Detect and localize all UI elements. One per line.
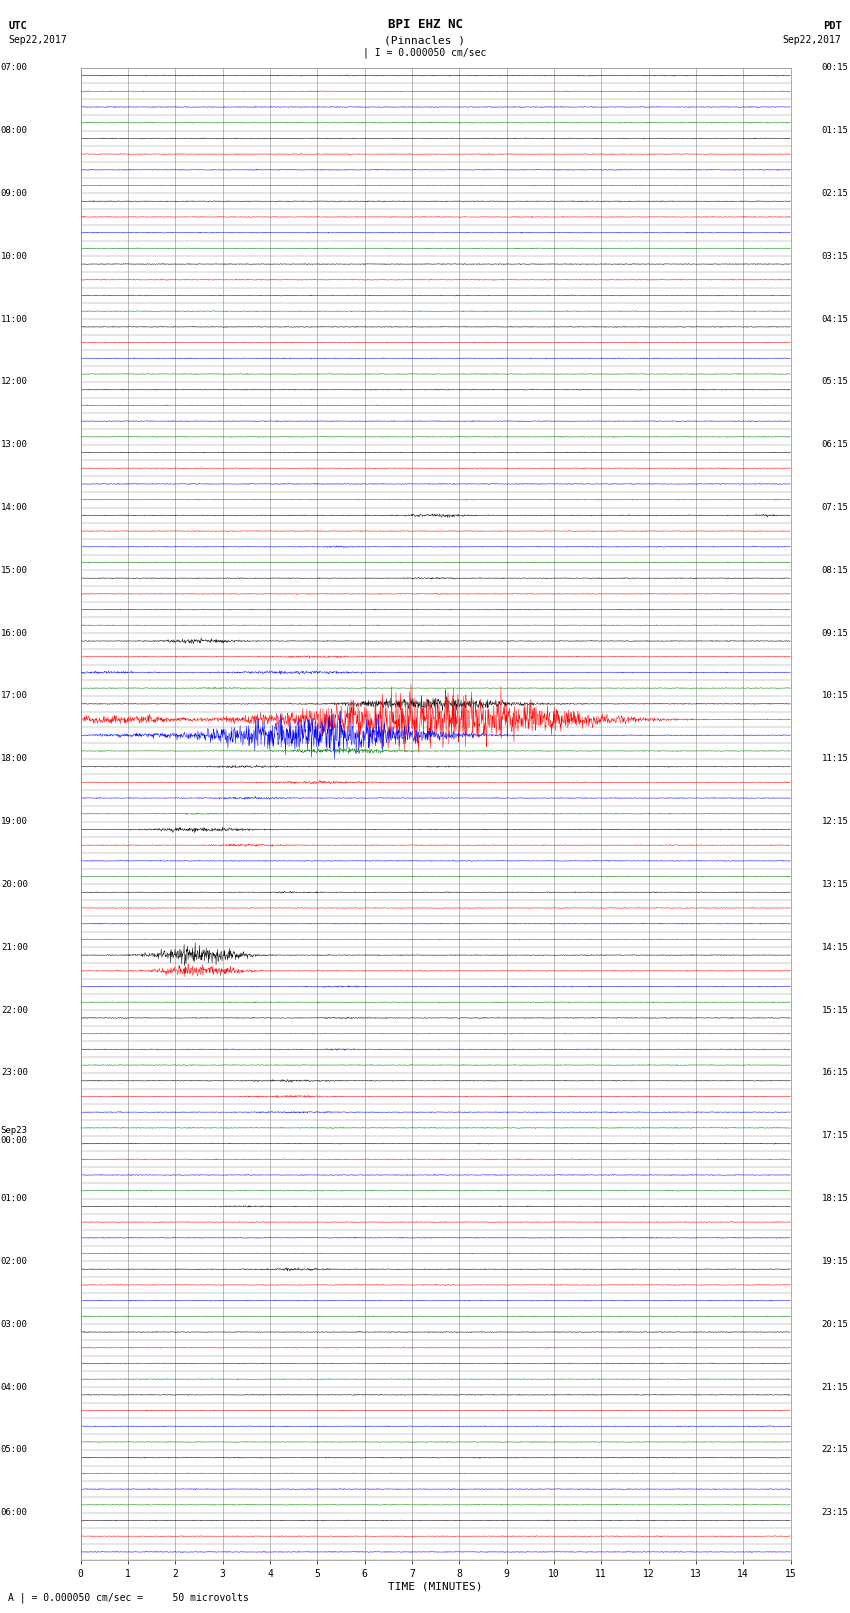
Text: 11:15: 11:15 bbox=[821, 755, 848, 763]
Text: 00:15: 00:15 bbox=[821, 63, 848, 73]
Text: 17:00: 17:00 bbox=[1, 692, 28, 700]
Text: 16:15: 16:15 bbox=[821, 1068, 848, 1077]
Text: 20:00: 20:00 bbox=[1, 881, 28, 889]
Text: A | = 0.000050 cm/sec =     50 microvolts: A | = 0.000050 cm/sec = 50 microvolts bbox=[8, 1592, 249, 1603]
Text: 09:00: 09:00 bbox=[1, 189, 28, 198]
Text: 08:00: 08:00 bbox=[1, 126, 28, 135]
Text: 14:00: 14:00 bbox=[1, 503, 28, 511]
Text: PDT: PDT bbox=[823, 21, 842, 31]
Text: 12:15: 12:15 bbox=[821, 818, 848, 826]
Text: 15:15: 15:15 bbox=[821, 1005, 848, 1015]
Text: 02:15: 02:15 bbox=[821, 189, 848, 198]
Text: 19:15: 19:15 bbox=[821, 1257, 848, 1266]
Text: 01:00: 01:00 bbox=[1, 1194, 28, 1203]
Text: 18:15: 18:15 bbox=[821, 1194, 848, 1203]
Text: 12:00: 12:00 bbox=[1, 377, 28, 387]
Text: Sep22,2017: Sep22,2017 bbox=[783, 35, 842, 45]
Text: 22:00: 22:00 bbox=[1, 1005, 28, 1015]
Text: 17:15: 17:15 bbox=[821, 1131, 848, 1140]
Text: 16:00: 16:00 bbox=[1, 629, 28, 637]
Text: 06:00: 06:00 bbox=[1, 1508, 28, 1518]
Text: 19:00: 19:00 bbox=[1, 818, 28, 826]
Text: 03:15: 03:15 bbox=[821, 252, 848, 261]
Text: UTC: UTC bbox=[8, 21, 27, 31]
Text: 23:00: 23:00 bbox=[1, 1068, 28, 1077]
Text: 22:15: 22:15 bbox=[821, 1445, 848, 1455]
Text: 13:00: 13:00 bbox=[1, 440, 28, 448]
Text: 09:15: 09:15 bbox=[821, 629, 848, 637]
Text: Sep22,2017: Sep22,2017 bbox=[8, 35, 67, 45]
Text: 11:00: 11:00 bbox=[1, 315, 28, 324]
Text: 06:15: 06:15 bbox=[821, 440, 848, 448]
Text: | I = 0.000050 cm/sec: | I = 0.000050 cm/sec bbox=[363, 47, 487, 58]
Text: 20:15: 20:15 bbox=[821, 1319, 848, 1329]
Text: 21:00: 21:00 bbox=[1, 942, 28, 952]
Text: 10:15: 10:15 bbox=[821, 692, 848, 700]
Text: 23:15: 23:15 bbox=[821, 1508, 848, 1518]
Text: 07:15: 07:15 bbox=[821, 503, 848, 511]
Text: 04:15: 04:15 bbox=[821, 315, 848, 324]
Text: 21:15: 21:15 bbox=[821, 1382, 848, 1392]
Text: Sep23
00:00: Sep23 00:00 bbox=[1, 1126, 28, 1145]
Text: 02:00: 02:00 bbox=[1, 1257, 28, 1266]
Text: 03:00: 03:00 bbox=[1, 1319, 28, 1329]
Text: 08:15: 08:15 bbox=[821, 566, 848, 574]
Text: BPI EHZ NC: BPI EHZ NC bbox=[388, 18, 462, 31]
Text: 01:15: 01:15 bbox=[821, 126, 848, 135]
X-axis label: TIME (MINUTES): TIME (MINUTES) bbox=[388, 1582, 483, 1592]
Text: 05:00: 05:00 bbox=[1, 1445, 28, 1455]
Text: 15:00: 15:00 bbox=[1, 566, 28, 574]
Text: 14:15: 14:15 bbox=[821, 942, 848, 952]
Text: 18:00: 18:00 bbox=[1, 755, 28, 763]
Text: 10:00: 10:00 bbox=[1, 252, 28, 261]
Text: (Pinnacles ): (Pinnacles ) bbox=[384, 35, 466, 45]
Text: 13:15: 13:15 bbox=[821, 881, 848, 889]
Text: 05:15: 05:15 bbox=[821, 377, 848, 387]
Text: 04:00: 04:00 bbox=[1, 1382, 28, 1392]
Text: 07:00: 07:00 bbox=[1, 63, 28, 73]
